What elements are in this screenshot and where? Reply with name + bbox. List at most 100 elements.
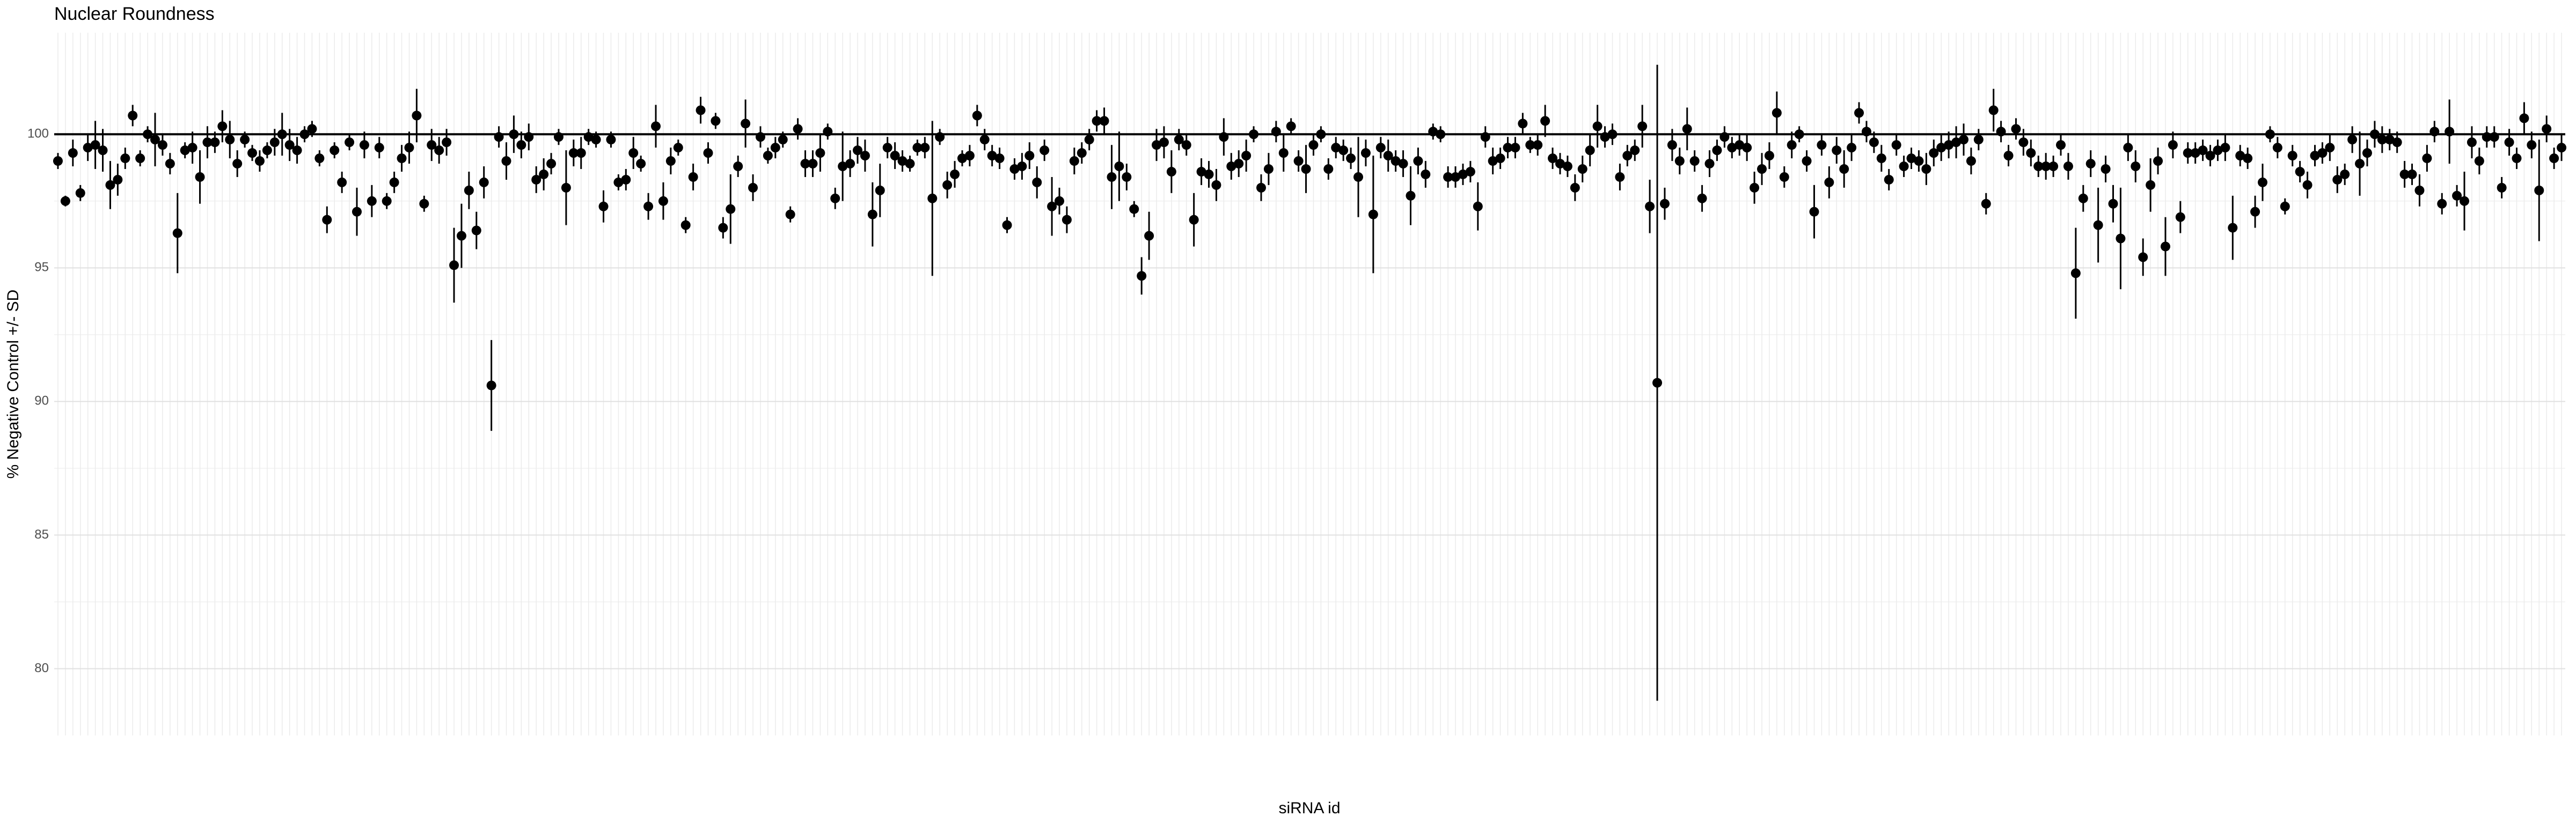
point	[143, 129, 153, 139]
point	[374, 143, 384, 153]
point	[1024, 151, 1035, 161]
point	[726, 204, 736, 214]
point	[2235, 151, 2245, 161]
point	[382, 196, 392, 206]
point	[1719, 132, 1730, 142]
point	[1353, 172, 1364, 182]
point	[2429, 127, 2440, 137]
point	[1540, 116, 1550, 126]
point	[1308, 140, 1319, 150]
point	[120, 153, 130, 164]
point	[1824, 177, 1834, 187]
point	[2131, 161, 2141, 172]
point	[1017, 161, 1027, 172]
point	[1861, 127, 1871, 137]
point	[404, 143, 414, 153]
point	[1674, 156, 1685, 166]
point	[2332, 174, 2343, 185]
point	[823, 127, 833, 137]
point	[606, 135, 616, 145]
point	[1047, 201, 1057, 211]
point	[397, 153, 407, 164]
point	[1630, 145, 1640, 156]
point	[1914, 156, 1924, 166]
point	[412, 111, 422, 121]
point	[2175, 212, 2185, 222]
point	[1181, 140, 1191, 150]
point	[1682, 124, 1692, 134]
point	[2280, 201, 2290, 211]
point	[2489, 132, 2499, 142]
point	[90, 140, 100, 150]
point	[651, 121, 661, 131]
point	[1040, 145, 1050, 156]
point	[1996, 127, 2006, 137]
point	[330, 145, 340, 156]
point	[486, 380, 496, 391]
point	[2078, 193, 2088, 203]
point	[979, 135, 990, 145]
point	[1458, 169, 1468, 179]
point	[800, 159, 810, 169]
point	[128, 111, 138, 121]
point	[1712, 145, 1722, 156]
point	[1794, 129, 1804, 139]
point	[2085, 159, 2096, 169]
point	[2512, 153, 2522, 164]
point	[2228, 223, 2238, 233]
point	[2205, 151, 2215, 161]
point	[1757, 164, 1767, 174]
point	[2153, 156, 2163, 166]
point	[1727, 143, 1737, 153]
point	[2243, 153, 2253, 164]
point	[2527, 140, 2537, 150]
point	[1667, 140, 1677, 150]
point	[1562, 161, 1572, 172]
point	[2168, 140, 2178, 150]
point	[1293, 156, 1304, 166]
point	[1488, 156, 1498, 166]
point	[53, 156, 63, 166]
point	[1226, 161, 1236, 172]
point	[1002, 220, 1012, 230]
y-tick-label: 80	[34, 661, 49, 675]
point	[696, 105, 706, 115]
point	[1166, 167, 1176, 177]
point	[165, 159, 175, 169]
point	[2377, 135, 2387, 145]
point	[419, 198, 429, 209]
point	[1211, 180, 1221, 190]
point	[673, 143, 683, 153]
point	[1899, 161, 1909, 172]
point	[2302, 180, 2312, 190]
point	[1764, 151, 1774, 161]
point	[98, 145, 108, 156]
point	[1495, 153, 1505, 164]
point	[68, 148, 78, 158]
point	[1592, 121, 1602, 131]
point	[2452, 190, 2462, 201]
point	[718, 223, 728, 233]
point	[950, 169, 960, 179]
point	[456, 231, 466, 241]
point	[60, 196, 70, 206]
point	[157, 140, 167, 150]
point	[583, 132, 594, 142]
point	[277, 129, 287, 139]
point	[628, 148, 639, 158]
point	[1391, 156, 1401, 166]
point	[546, 159, 557, 169]
point	[711, 116, 721, 126]
point	[2355, 159, 2365, 169]
point	[853, 145, 863, 156]
point	[2422, 153, 2432, 164]
point	[1099, 116, 1109, 126]
point	[1518, 119, 1528, 129]
point	[815, 148, 825, 158]
point	[1921, 164, 1931, 174]
point	[2146, 180, 2156, 190]
point	[322, 215, 332, 225]
point	[793, 124, 803, 134]
